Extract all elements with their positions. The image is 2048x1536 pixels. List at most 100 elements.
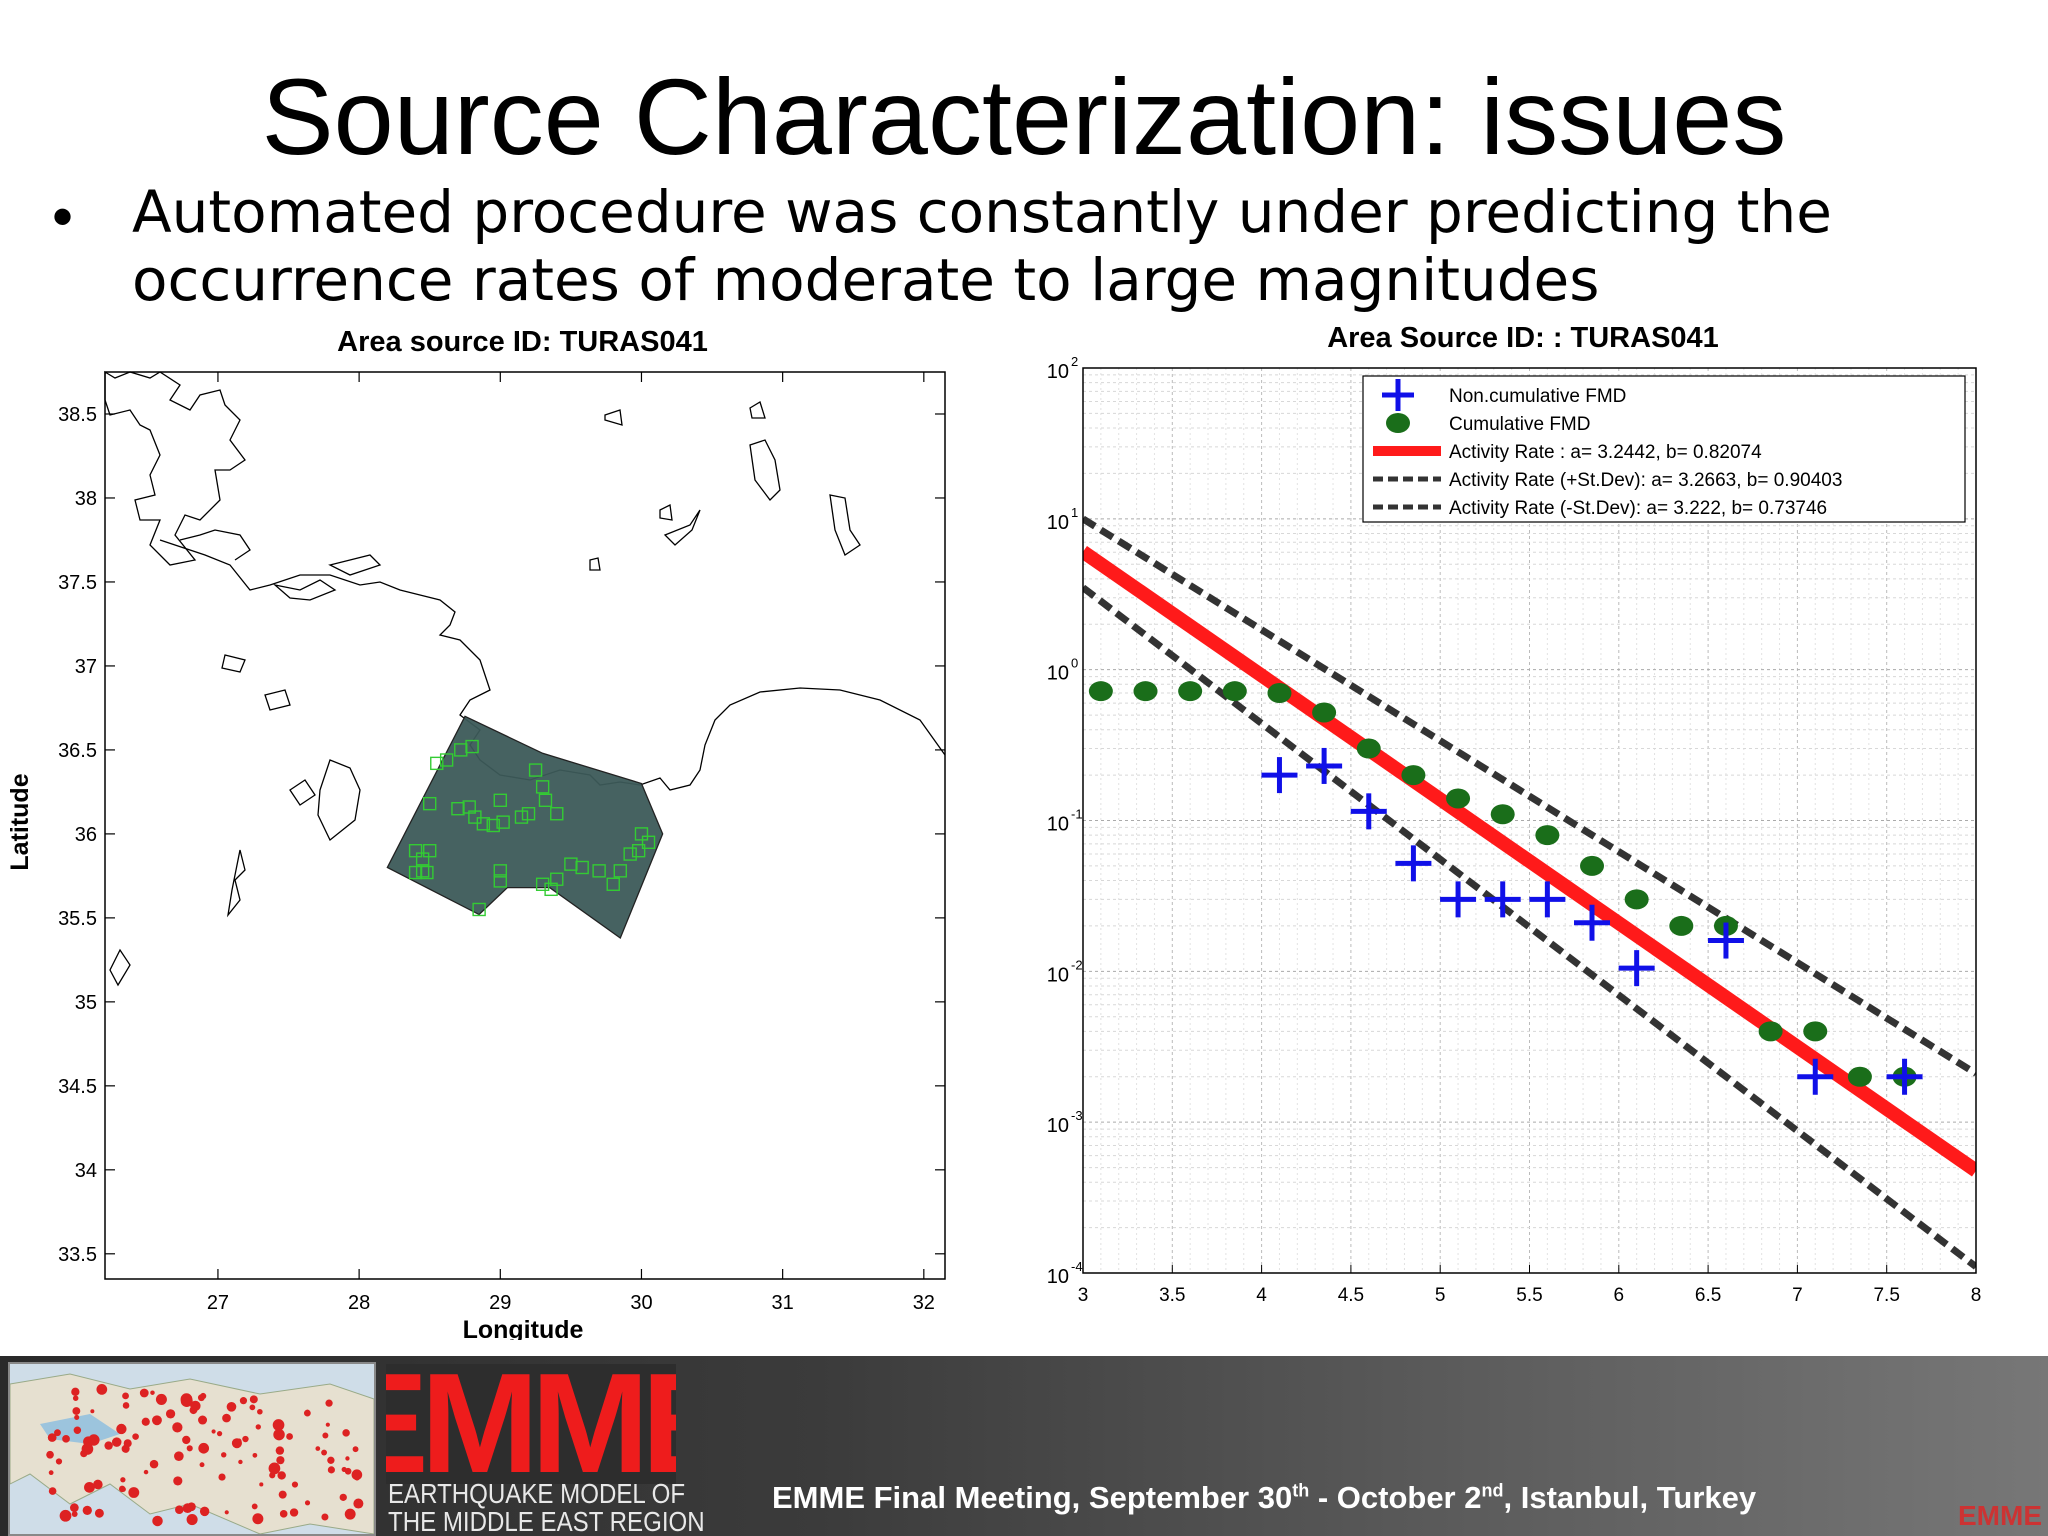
emme-logo-text: EMME xyxy=(386,1364,676,1484)
emme-subtitle-line2: THE MIDDLE EAST REGION xyxy=(388,1506,705,1536)
legend-label: Activity Rate (-St.Dev): a= 3.222, b= 0.… xyxy=(1449,498,1827,519)
seismicity-dot xyxy=(279,1510,288,1518)
seismicity-dot xyxy=(345,1456,350,1461)
seismicity-dot xyxy=(80,1449,88,1458)
event-marker xyxy=(631,843,646,858)
seismicity-dot xyxy=(276,1456,285,1465)
seismicity-dot xyxy=(216,1430,223,1437)
map-x-tick-label: 31 xyxy=(772,1292,794,1314)
seismicity-dot xyxy=(252,1513,264,1525)
seismicity-dot xyxy=(84,1481,95,1493)
map-y-ticks: 33.5 34 34.5 35 35.5 36 36.5 37 37.5 38 38.5 xyxy=(58,404,945,1266)
seismicity-dot xyxy=(218,1473,226,1481)
fmd-x-tick-label: 7.5 xyxy=(1873,1285,1899,1306)
seismicity-dot xyxy=(94,1508,104,1518)
seismicity-dot xyxy=(198,1415,208,1425)
seismicity-dot xyxy=(353,1498,364,1509)
cumulative-point xyxy=(1088,681,1113,702)
seismicity-dot xyxy=(224,1510,229,1515)
seismicity-dot xyxy=(182,1503,193,1514)
fmd-y-tick-exponent: -1 xyxy=(1071,807,1083,822)
event-marker xyxy=(493,793,507,808)
seismicity-dot xyxy=(90,1409,95,1414)
fmd-x-tick-label: 3.5 xyxy=(1159,1285,1185,1306)
cumulative-point xyxy=(1267,683,1292,704)
seismicity-dot xyxy=(186,1445,193,1452)
event-marker xyxy=(493,864,507,878)
fmd-y-tick-exponent: 0 xyxy=(1071,656,1078,671)
seismicity-dot xyxy=(221,1452,227,1458)
map-x-tick-label: 29 xyxy=(489,1292,511,1314)
fit-line xyxy=(1083,584,1976,1270)
slide-title: Source Characterization: issues xyxy=(261,56,1787,177)
fmd-y-tick-label: 10 xyxy=(1047,361,1069,383)
seismicity-dot xyxy=(155,1393,167,1405)
fmd-y-tick-label: 10 xyxy=(1047,1266,1069,1288)
fmd-y-tick-label: 10 xyxy=(1047,964,1069,986)
seismicity-dot xyxy=(327,1466,335,1474)
seismicity-dot xyxy=(291,1481,299,1488)
seismicity-dot xyxy=(341,1466,347,1472)
seismicity-dot xyxy=(268,1462,281,1475)
seismicity-dot xyxy=(342,1429,350,1437)
seismicity-dot xyxy=(175,1505,184,1514)
event-marker xyxy=(454,743,468,757)
cumulative-point xyxy=(1178,681,1203,702)
legend-swatch xyxy=(1382,379,1414,411)
noncumulative-point xyxy=(1707,922,1744,959)
seismicity-dot xyxy=(122,1392,129,1400)
seismicity-dot xyxy=(73,1426,82,1434)
fmd-y-tick-exponent: -3 xyxy=(1071,1108,1083,1123)
seismicity-dot xyxy=(199,1462,205,1468)
fmd-chart: 3 3.5 4 4.5 5 5.5 6 6.5 7 7.5 8 10 210 110 010 -110 -21… xyxy=(1047,354,1982,1306)
seismicity-dot xyxy=(211,1429,216,1434)
event-marker xyxy=(439,753,454,767)
seismicity-dot xyxy=(198,1442,210,1454)
noncumulative-point xyxy=(1350,793,1387,830)
seismicity-dot xyxy=(255,1424,261,1430)
event-marker xyxy=(538,793,553,808)
event-marker xyxy=(415,864,430,878)
fmd-y-tick-label: 10 xyxy=(1047,512,1069,534)
seismicity-dot xyxy=(117,1439,122,1444)
map-title: Area source ID: TURAS041 xyxy=(337,326,708,358)
seismicity-dot xyxy=(304,1500,311,1506)
seismicity-dot xyxy=(226,1401,237,1412)
seismicity-dot xyxy=(238,1459,243,1465)
seismicity-dot xyxy=(321,1513,329,1521)
fmd-legend: Non.cumulative FMD Cumulative FMD Activity… xyxy=(1362,375,1966,523)
seismicity-dot xyxy=(149,1459,159,1469)
seismicity-dot xyxy=(186,1514,198,1526)
bullet-marker: • xyxy=(52,183,74,250)
event-marker xyxy=(514,810,529,824)
area-source-polygon xyxy=(386,715,664,940)
seismicity-dot xyxy=(74,1414,80,1420)
event-marker xyxy=(408,843,423,858)
event-marker xyxy=(465,739,479,754)
legend-label: Activity Rate : a= 3.2442, b= 0.82074 xyxy=(1449,442,1762,463)
seismicity-dot xyxy=(72,1407,81,1415)
event-marker xyxy=(423,796,437,811)
map-y-tick-label: 33.5 xyxy=(58,1244,97,1266)
noncumulative-point xyxy=(1395,845,1432,882)
cumulative-point xyxy=(1669,915,1694,936)
bullet-text: Automated procedure was constantly under… xyxy=(132,178,1832,314)
corner-logo: EMME xyxy=(1958,1500,2042,1531)
seismicity-dot xyxy=(189,1406,198,1415)
cumulative-point xyxy=(1803,1021,1828,1042)
map-x-tick-label: 27 xyxy=(207,1292,229,1314)
fmd-x-tick-label: 7 xyxy=(1792,1285,1803,1306)
event-marker xyxy=(564,857,578,871)
noncumulative-point xyxy=(1574,904,1611,941)
seismicity-dot xyxy=(236,1438,242,1444)
seismicity-dot xyxy=(71,1511,78,1517)
fmd-y-tick-exponent: 2 xyxy=(1071,354,1078,369)
seismicity-dot xyxy=(48,1470,54,1476)
seismicity-dot xyxy=(182,1435,191,1445)
cumulative-point xyxy=(1401,765,1426,786)
map-y-tick-label: 37.5 xyxy=(58,572,97,594)
seismicity-dot xyxy=(54,1429,61,1437)
event-marker xyxy=(575,860,589,875)
event-marker xyxy=(493,874,507,888)
seismicity-dot xyxy=(132,1433,139,1440)
